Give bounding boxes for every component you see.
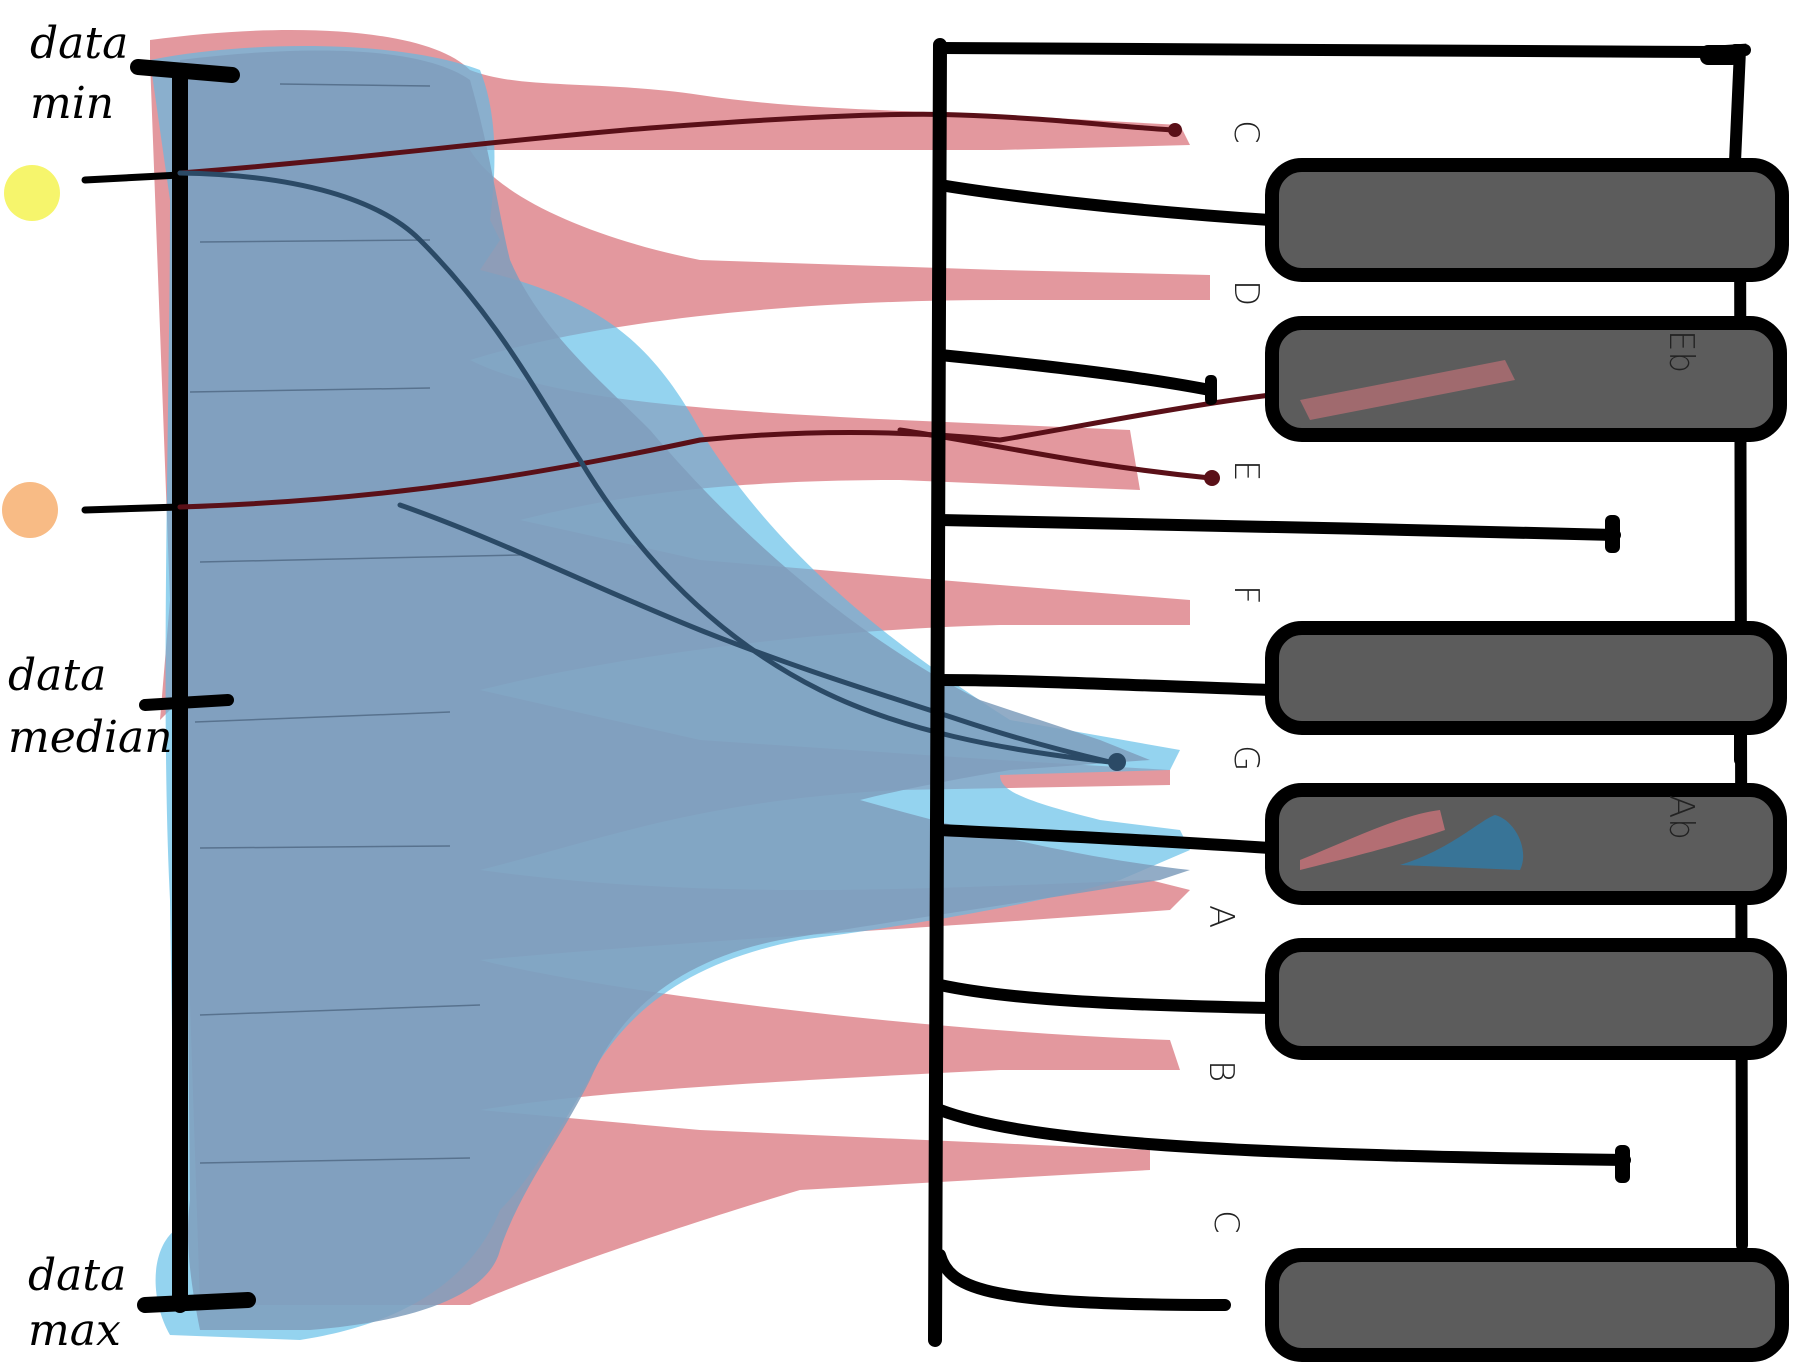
note-label-e: E (1226, 460, 1266, 481)
yellow-marker-tick (81, 171, 184, 184)
note-label-f: F (1226, 585, 1266, 605)
key-divider-d-e (934, 349, 1216, 396)
key-bottom-edge (934, 1249, 1231, 1311)
label-data-median-line2: median (8, 712, 173, 763)
connector-lines (177, 111, 1420, 771)
dark-red-line-to-c (177, 111, 1178, 176)
black-key-1 (1265, 158, 1789, 282)
note-label-g: G (1226, 745, 1266, 771)
key-divider-f-g (934, 674, 1276, 696)
note-label-ab: Ab (1661, 795, 1701, 840)
red-smudge-eb (1300, 360, 1515, 420)
blue-endpoint-g (1108, 753, 1126, 771)
orange-marker-dot (2, 482, 58, 538)
scale-max-cap (137, 1292, 256, 1313)
key-divider-g-a (934, 824, 1276, 854)
key-divider-c-d (934, 179, 1276, 226)
note-label-c-top: C (1226, 120, 1266, 144)
key-divider-a-b (934, 979, 1276, 1014)
piano-keyboard: C D E F G A B C Eb Ab (928, 38, 1789, 1362)
data-scale (81, 59, 256, 1313)
orange-marker-tick (81, 503, 184, 514)
note-label-b: B (1201, 1060, 1241, 1082)
overlap-region (180, 50, 1190, 1331)
label-data-max-line2: max (28, 1305, 121, 1356)
red-endpoint-e (1204, 470, 1220, 486)
red-endpoint-c (1168, 123, 1182, 137)
dark-blue-line-to-g-from-mid (397, 502, 1113, 765)
black-key-ab (1265, 783, 1787, 905)
dark-red-line-to-eb (177, 380, 1413, 510)
key-divider-e-f (934, 514, 1621, 541)
black-key-3 (1265, 621, 1787, 735)
key-end-caps (1205, 45, 1740, 1183)
label-data-min-line2: min (30, 78, 114, 129)
red-smudge-ab (1300, 810, 1445, 870)
black-key-5 (1265, 938, 1787, 1060)
scale-min-cap (130, 59, 240, 83)
label-data-max-line1: data (28, 1250, 126, 1301)
note-label-c-bottom: C (1206, 1210, 1246, 1234)
label-data-min-line1: data (30, 18, 128, 69)
yellow-marker-dot (4, 165, 60, 221)
scale-median-tick (139, 694, 234, 711)
key-divider-b-c (934, 1104, 1631, 1166)
black-key-6 (1265, 1248, 1789, 1362)
box-hatching (189, 83, 521, 1164)
note-label-a: A (1201, 905, 1241, 928)
note-label-d: D (1226, 280, 1266, 306)
black-keys (1265, 158, 1789, 1362)
keyboard-left-edge (928, 38, 947, 1347)
black-key-eb (1265, 316, 1787, 442)
note-label-eb: Eb (1661, 330, 1701, 373)
overlap-region-group (180, 50, 1190, 1331)
label-data-median-line1: data (8, 650, 106, 701)
white-key-outlines (928, 38, 1751, 1347)
blue-smudge-ab (1400, 815, 1524, 870)
dark-blue-line-to-g-from-top (177, 170, 1113, 765)
